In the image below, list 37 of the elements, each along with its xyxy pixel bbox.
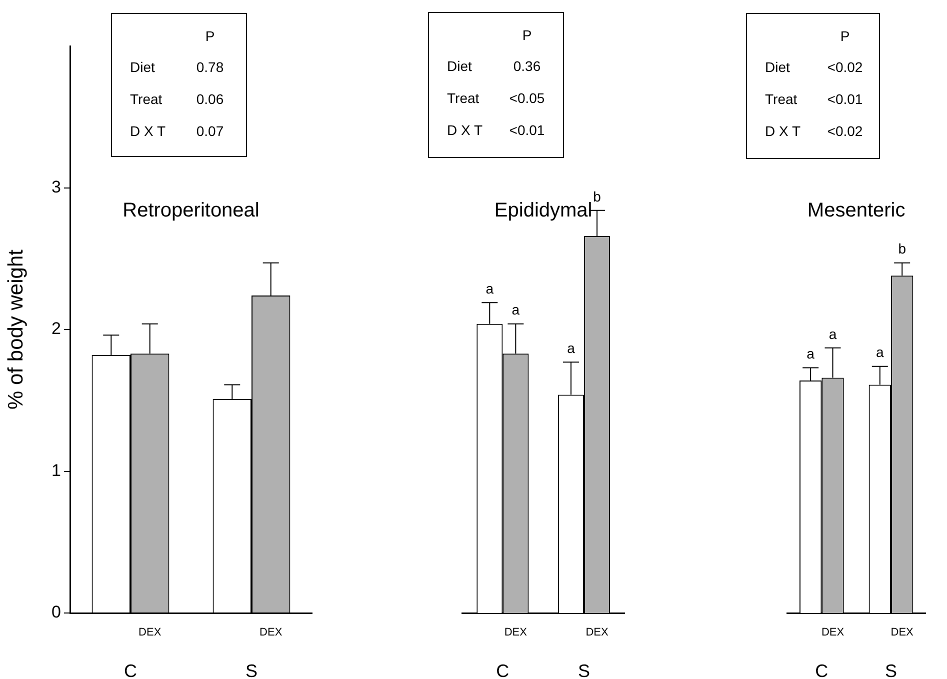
series-label: DEX bbox=[138, 626, 162, 639]
x-tick-label: C bbox=[496, 660, 510, 679]
table-box: P Diet <0.02 Treat <0.01 D X T <0.02 bbox=[746, 13, 880, 159]
text: Mesenteric bbox=[807, 200, 906, 222]
annotation: Diet bbox=[130, 59, 155, 75]
text: DEX bbox=[586, 626, 608, 639]
text: Epididymal bbox=[494, 200, 592, 222]
series-label: DEX bbox=[504, 626, 528, 639]
data-label: b bbox=[593, 188, 602, 204]
annotation: Treat bbox=[130, 91, 162, 107]
series-label: DEX bbox=[890, 626, 914, 639]
data-label: a bbox=[876, 344, 884, 360]
data-label: a bbox=[567, 340, 576, 356]
x-tick-label: C bbox=[124, 660, 137, 679]
annotation: D X T bbox=[130, 123, 166, 139]
data-label: a bbox=[512, 302, 520, 318]
text: DEX bbox=[821, 626, 844, 639]
x-tick-label: S bbox=[245, 660, 258, 679]
text: P bbox=[205, 28, 215, 44]
annotation: 0.78 bbox=[195, 59, 225, 75]
table-box: P Diet 0.36 Treat <0.05 D X T <0.01 bbox=[428, 12, 564, 158]
y-tick-label: 0 bbox=[52, 602, 61, 622]
x-tick-label: S bbox=[578, 660, 590, 679]
data-label: b bbox=[898, 240, 906, 257]
data-label: a bbox=[486, 280, 494, 296]
data-label: a bbox=[828, 326, 837, 342]
y-tick-label: 3 bbox=[52, 177, 61, 196]
y-tick-label: 1 bbox=[52, 460, 61, 480]
annotation: 0.06 bbox=[195, 91, 225, 107]
data-label: a bbox=[806, 346, 815, 362]
y-axis-title: % of body weight bbox=[4, 249, 28, 410]
x-tick-label: S bbox=[884, 660, 898, 679]
text: Retroperitoneal bbox=[122, 200, 260, 222]
text: DEX bbox=[260, 626, 282, 639]
x-tick-label: C bbox=[815, 660, 828, 679]
y-tick-label: 2 bbox=[52, 319, 61, 338]
annotation: 0.07 bbox=[195, 123, 225, 139]
